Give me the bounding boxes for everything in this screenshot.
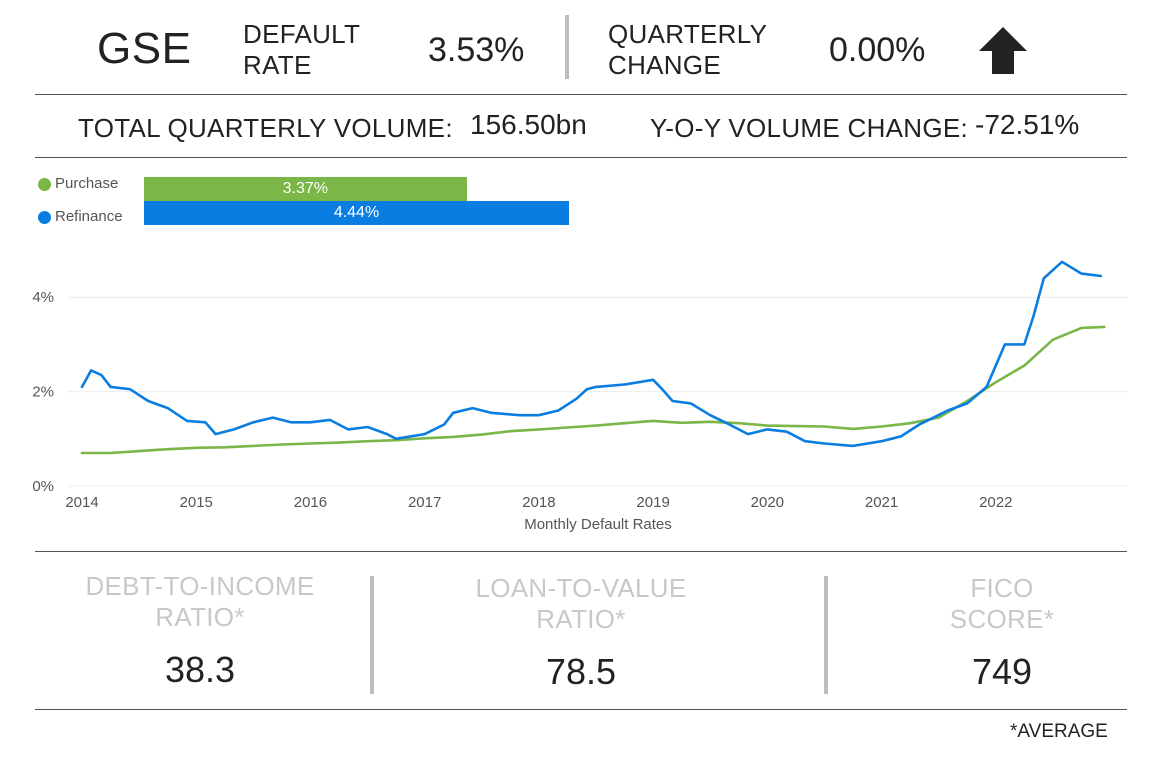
ltv-value: 78.5 [545, 651, 617, 692]
legend-label-refinance[interactable]: Refinance [55, 208, 123, 225]
quarterly-change-value: 0.00% [829, 31, 926, 69]
page-title: GSE [97, 24, 192, 73]
yoy-volume-value: -72.51% [975, 109, 1080, 140]
ltv-label-line2: RATIO* [536, 604, 626, 634]
x-tick-label: 2019 [636, 494, 669, 511]
x-tick-label: 2018 [522, 494, 555, 511]
ltv-label-line1: LOAN-TO-VALUE [475, 573, 687, 603]
dti-value: 38.3 [164, 649, 236, 690]
purchase-rate-bar-label: 3.37% [282, 180, 328, 197]
x-tick-label: 2020 [751, 494, 784, 511]
refinance-rate-bar: 4.44% [144, 201, 569, 225]
total-volume-value: 156.50bn [470, 109, 587, 140]
default-rate-line-chart: 0% 2% 4% 2014 2015 2016 2017 2018 2019 2020 2021 20… [32, 260, 1128, 533]
fico-label-line1: FICO [970, 573, 1034, 603]
series-line-purchase [80, 325, 1106, 455]
legend-dot-refinance [38, 211, 51, 224]
fico-label: FICO SCORE* [862, 573, 1142, 635]
purchase-rate-bar: 3.37% [144, 177, 467, 201]
chart-rule [35, 551, 1127, 552]
default-rate-value: 3.53% [428, 31, 525, 69]
dti-label-line2: RATIO* [155, 602, 245, 632]
x-tick-label: 2021 [865, 494, 898, 511]
default-rate-label-line2: RATE [243, 50, 312, 80]
header-rule [35, 94, 1127, 95]
legend-label-purchase[interactable]: Purchase [55, 175, 119, 192]
fico-label-line2: SCORE* [949, 604, 1055, 634]
refinance-rate-bar-label: 4.44% [333, 204, 380, 221]
x-tick-label: 2014 [65, 494, 98, 511]
y-tick-label: 4% [32, 289, 54, 306]
legend-dot-purchase [38, 178, 51, 191]
quarterly-change-label: QUARTERLY CHANGE [608, 19, 767, 81]
x-tick-label: 2022 [979, 494, 1012, 511]
y-tick-label: 2% [32, 384, 54, 401]
metric-divider-2 [824, 576, 828, 694]
dti-label: DEBT-TO-INCOME RATIO* [60, 571, 340, 633]
quarterly-change-label-line2: CHANGE [608, 50, 722, 80]
footnote: *AVERAGE [1010, 721, 1108, 742]
y-tick-label: 0% [32, 478, 54, 495]
x-tick-label: 2015 [180, 494, 213, 511]
default-rate-label: DEFAULT RATE [243, 19, 360, 81]
series-line-refinance [80, 260, 1103, 448]
metric-divider-1 [370, 576, 374, 694]
x-tick-label: 2016 [294, 494, 327, 511]
total-volume-label: TOTAL QUARTERLY VOLUME: [78, 113, 453, 143]
default-rate-label-line1: DEFAULT [243, 19, 361, 49]
quarterly-change-label-line1: QUARTERLY [608, 19, 768, 49]
ltv-label: LOAN-TO-VALUE RATIO* [440, 573, 722, 635]
volume-rule [35, 157, 1127, 158]
metrics-rule [35, 709, 1127, 710]
x-axis-label: Monthly Default Rates [524, 516, 672, 533]
header-divider [565, 15, 569, 79]
fico-value: 749 [971, 651, 1033, 692]
yoy-volume-label: Y-O-Y VOLUME CHANGE: [650, 113, 969, 143]
dti-label-line1: DEBT-TO-INCOME [85, 571, 315, 601]
arrow-up-icon [979, 27, 1027, 74]
x-tick-label: 2017 [408, 494, 441, 511]
